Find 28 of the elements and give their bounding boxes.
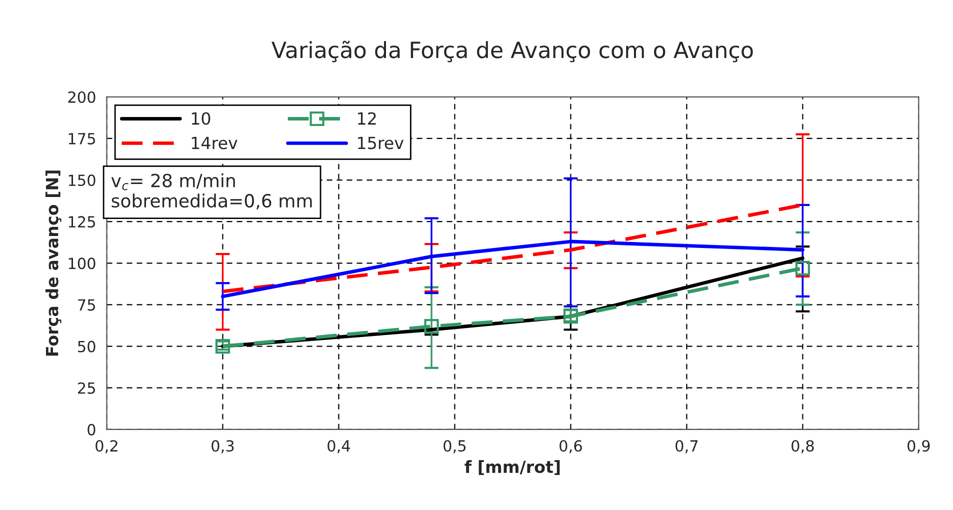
y-tick-label: 200 — [68, 91, 96, 103]
y-tick-label: 150 — [68, 174, 96, 186]
y-tick-label: 0 — [88, 424, 96, 436]
y-tick-label: 50 — [78, 340, 96, 352]
x-tick-label: 0,7 — [676, 440, 698, 454]
x-tick-label: 0,9 — [908, 440, 930, 454]
legend-label: 14rev — [192, 136, 238, 150]
y-axis-title: Força de avanço [N] — [45, 170, 62, 356]
y-tick-label: 25 — [78, 382, 95, 394]
x-tick-label: 0,8 — [792, 440, 814, 454]
point — [795, 260, 810, 276]
annotation: v$_{c}$= 28 m/min sobremedida=0,6 mm — [111, 173, 312, 210]
x-tick-label: 0,2 — [96, 440, 118, 454]
legend-label: 12 — [358, 112, 376, 125]
point — [215, 338, 230, 354]
y-tick-label: 175 — [68, 133, 95, 144]
y-tick-label: 125 — [68, 216, 95, 228]
x-tick-label: 0,4 — [328, 440, 350, 454]
legend-label: 10 — [192, 112, 210, 125]
point — [424, 319, 439, 334]
y-tick-label: 100 — [68, 258, 96, 270]
legend-label: 15rev — [358, 136, 404, 150]
chart-title: Variação da Força de Avanço com o Avanço — [272, 40, 753, 62]
y-tick-label: 75 — [78, 299, 95, 311]
x-tick-label: 0,5 — [444, 440, 466, 454]
x-tick-label: 0,6 — [560, 440, 582, 454]
x-axis-title: f [mm/rot] — [464, 460, 560, 476]
x-tick-label: 0,3 — [212, 440, 234, 454]
